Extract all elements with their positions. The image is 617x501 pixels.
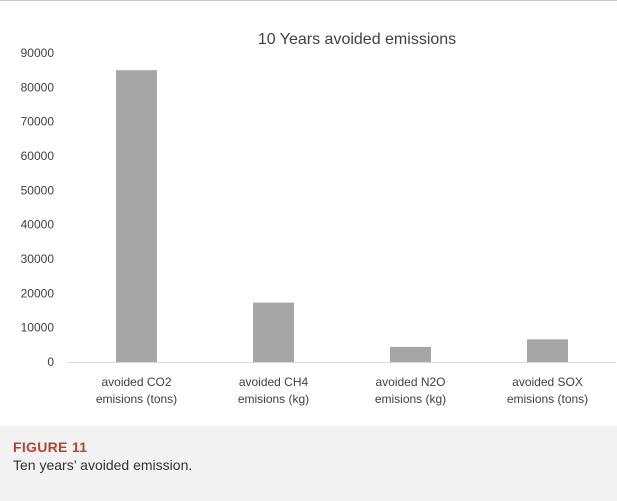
y-tick-label: 40000 <box>21 218 55 232</box>
x-tick-label: emisions (kg) <box>238 392 309 406</box>
bar <box>390 346 431 362</box>
y-tick-label: 50000 <box>21 183 55 197</box>
figure-caption: Ten years’ avoided emission. <box>13 457 193 473</box>
bar <box>253 302 294 362</box>
x-tick-label: emisions (tons) <box>96 392 177 406</box>
y-tick-label: 90000 <box>21 46 55 60</box>
x-tick-label: avoided CH4 <box>239 375 309 389</box>
y-tick-label: 80000 <box>21 80 55 94</box>
y-tick-label: 20000 <box>21 286 55 300</box>
x-tick-label: avoided SOX <box>512 375 583 389</box>
bar <box>116 70 157 363</box>
figure-label: FIGURE 11 <box>13 439 88 455</box>
y-tick-label: 10000 <box>21 321 55 335</box>
bar <box>527 339 568 362</box>
chart-panel: 10 Years avoided emissions 0 10000 20000 300… <box>0 1 617 426</box>
x-tick-label: avoided N2O <box>375 375 445 389</box>
y-tick-label: 0 <box>47 355 54 369</box>
x-tick-label: emisions (tons) <box>507 392 588 406</box>
y-tick-label: 70000 <box>21 115 55 129</box>
y-tick-label: 30000 <box>21 252 55 266</box>
bar-chart: 10 Years avoided emissions 0 10000 20000 300… <box>21 31 616 406</box>
chart-title: 10 Years avoided emissions <box>258 31 456 48</box>
x-tick-label: avoided CO2 <box>101 375 171 389</box>
x-tick-label: emisions (kg) <box>375 392 446 406</box>
y-tick-label: 60000 <box>21 149 55 163</box>
